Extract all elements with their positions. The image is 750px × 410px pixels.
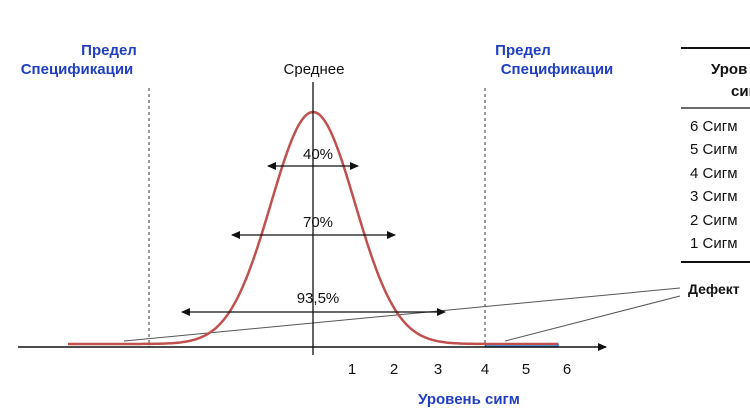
table-row: 4 Сигм <box>690 165 738 182</box>
label-935-percent: 93,5% <box>297 290 340 307</box>
spec-limit-right-label-line1: Предел <box>495 42 551 59</box>
table-row: 2 Сигм <box>690 212 738 229</box>
table-header-line2: сиг <box>731 83 750 100</box>
table-row: 5 Сигм <box>690 141 738 158</box>
table-row: 1 Сигм <box>690 235 738 252</box>
tick-label-5: 5 <box>522 361 530 378</box>
table-row: 3 Сигм <box>690 188 738 205</box>
mean-label: Среднее <box>284 61 345 78</box>
label-70-percent: 70% <box>303 214 333 231</box>
tick-label-6: 6 <box>563 361 571 378</box>
x-axis-label: Уровень сигм <box>418 391 520 408</box>
label-40-percent: 40% <box>303 146 333 163</box>
defect-pointer-line-2 <box>504 295 681 342</box>
tick-label-3: 3 <box>434 361 442 378</box>
spec-limit-left-label-line2: Спецификации <box>21 61 134 78</box>
table-row: 6 Сигм <box>690 118 738 135</box>
table-header-line1: Уров <box>711 61 747 78</box>
tick-label-1: 1 <box>348 361 356 378</box>
spec-limit-left-label-line1: Предел <box>81 42 137 59</box>
tick-label-2: 2 <box>390 361 398 378</box>
spec-limit-right-label-line2: Спецификации <box>501 61 614 78</box>
tick-label-4: 4 <box>481 361 489 378</box>
defects-label: Дефект <box>688 281 740 297</box>
